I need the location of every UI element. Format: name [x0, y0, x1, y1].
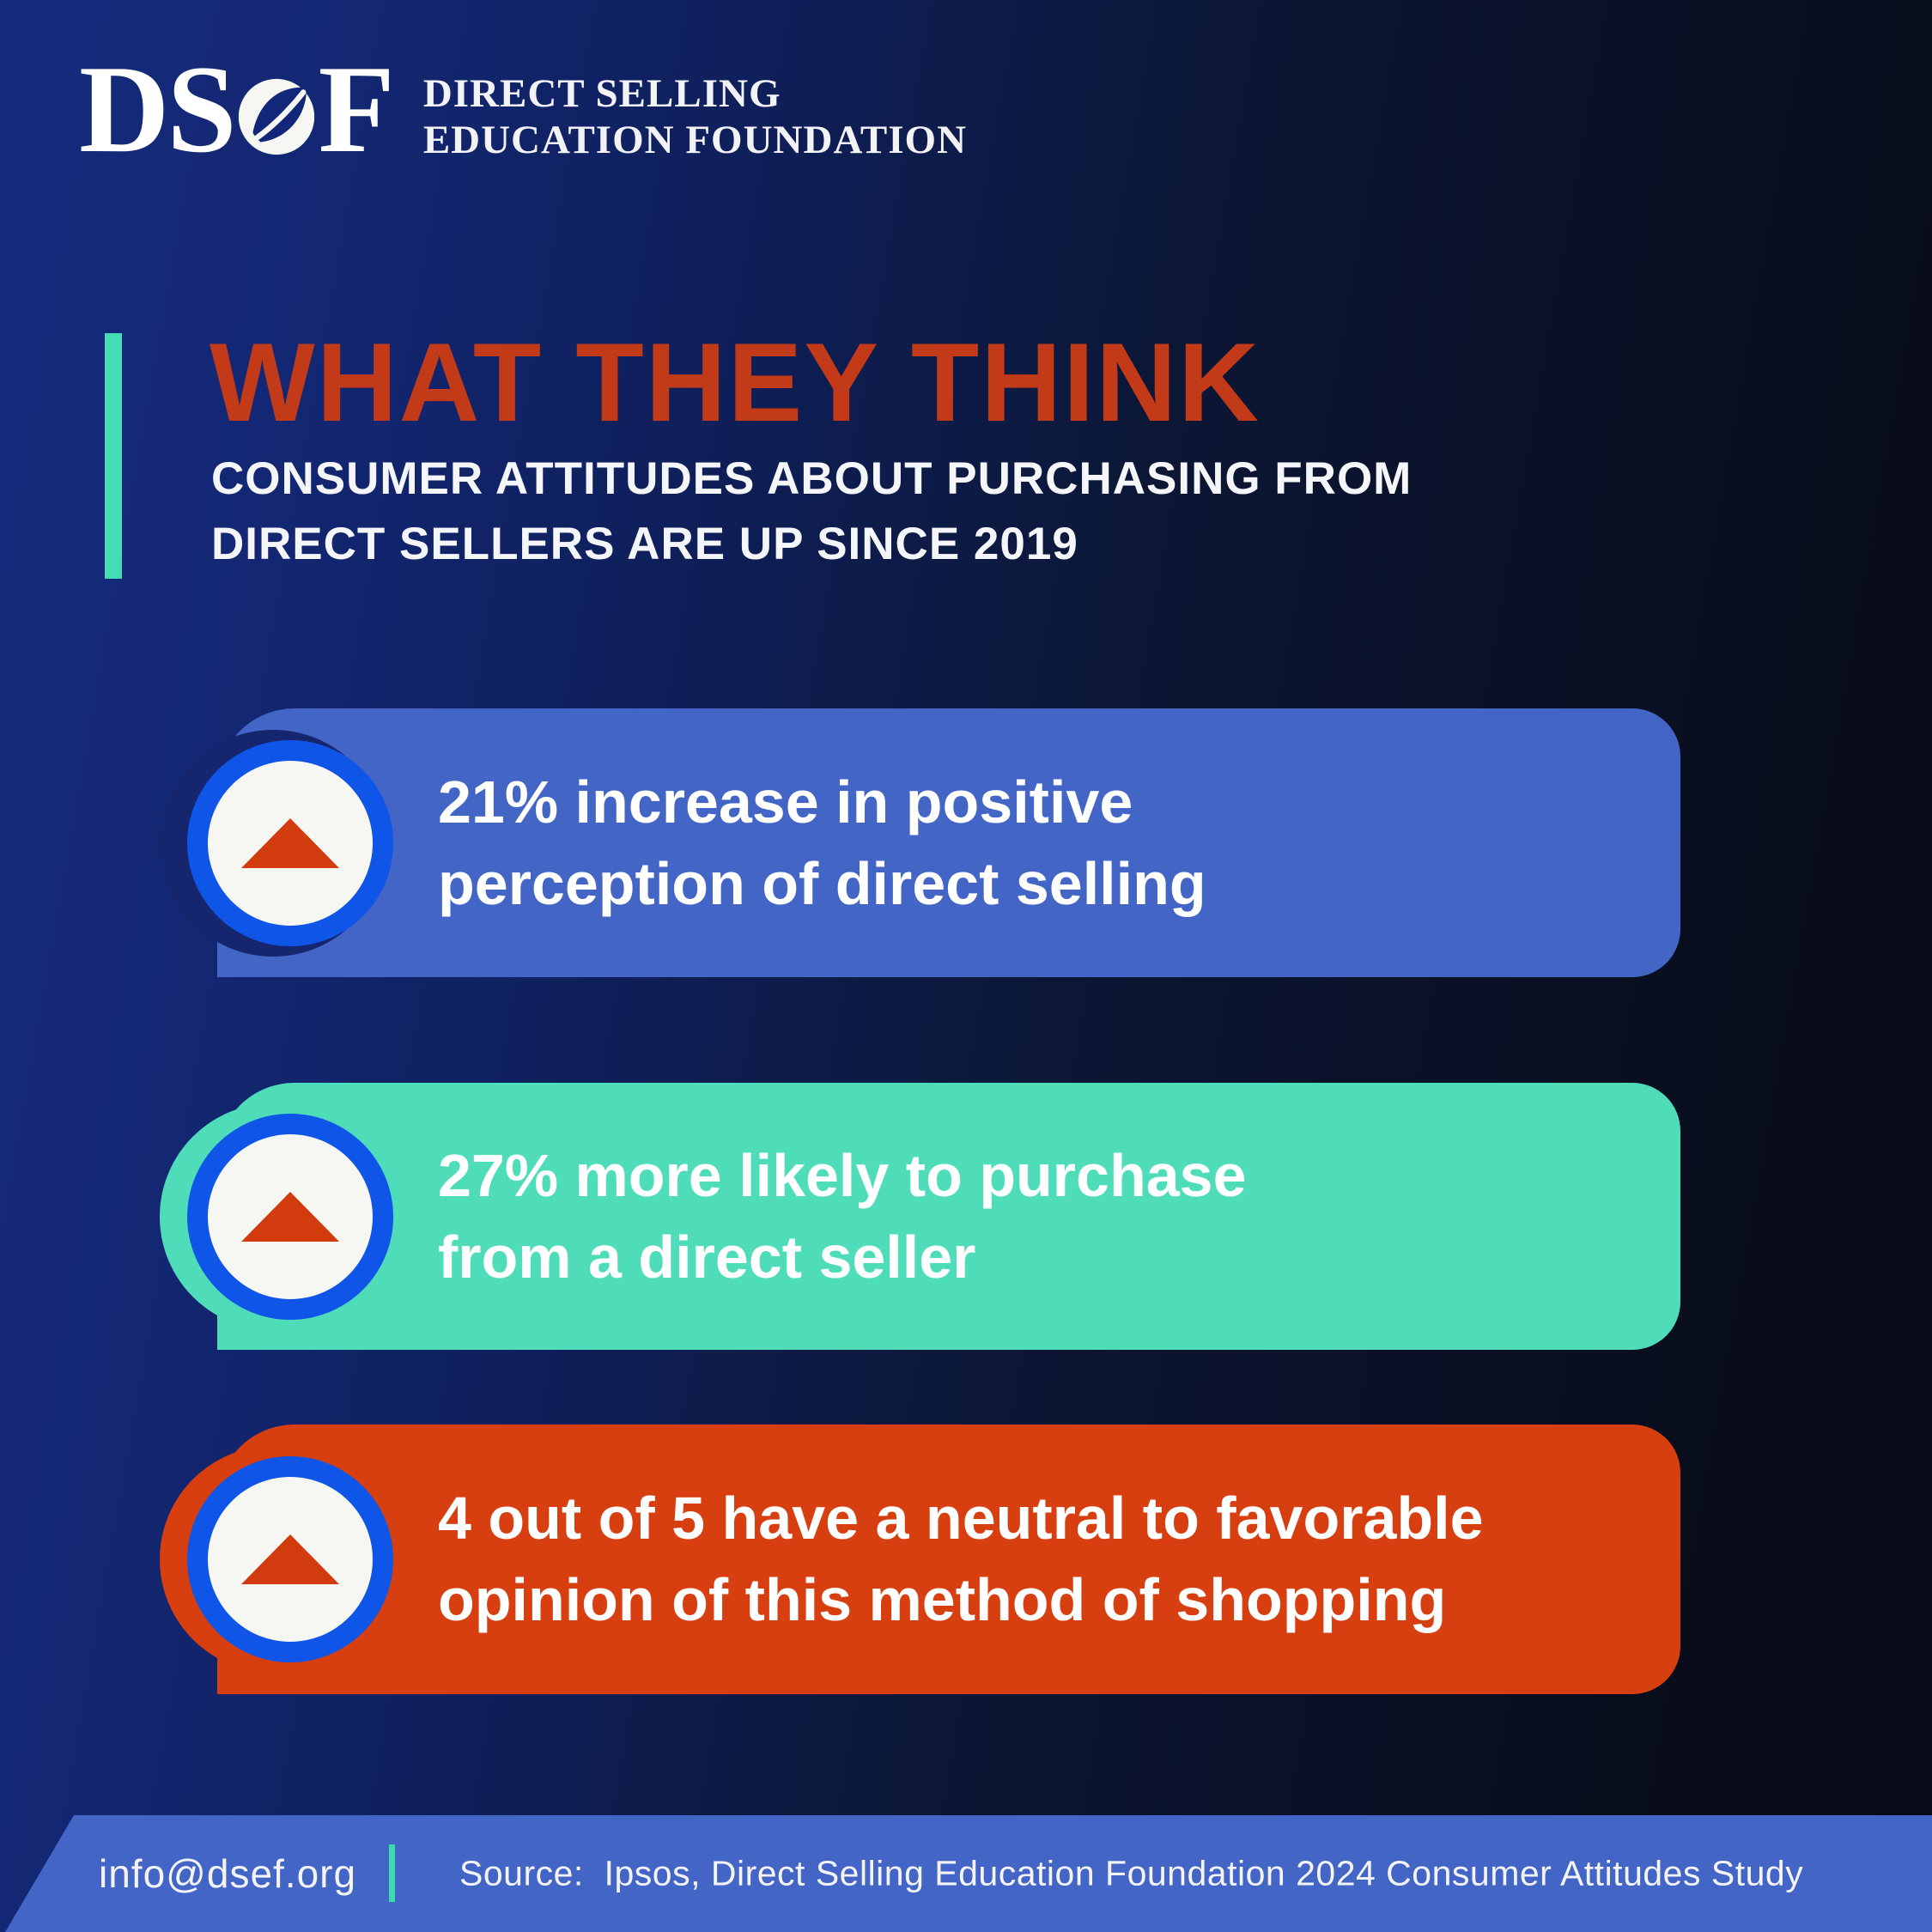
logo-acronym-prefix: DS: [79, 39, 237, 179]
stat-text-line1: 4 out of 5 have a neutral to favorable: [438, 1485, 1484, 1552]
stat-card-favorable-opinion: 4 out of 5 have a neutral to favorable o…: [160, 1425, 1680, 1694]
stat-text-line2: opinion of this method of shopping: [438, 1566, 1447, 1633]
page-subtitle-line2: DIRECT SELLERS ARE UP SINCE 2019: [211, 519, 1078, 569]
stat-badge-inner: [208, 760, 373, 926]
stat-text-line1: 27% more likely to purchase: [438, 1141, 1247, 1209]
org-name-line1: DIRECT SELLING: [422, 71, 781, 116]
stat-text-line2: from a direct seller: [438, 1223, 976, 1291]
stat-text: 21% increase in positive perception of d…: [438, 708, 1646, 977]
page-title: WHAT THEY THINK: [210, 319, 1261, 445]
footer-email: info@dsef.org: [99, 1851, 357, 1896]
stat-badge-inner: [208, 1477, 373, 1642]
page-subtitle: CONSUMER ATTITUDES ABOUT PURCHASING FROM…: [211, 447, 1412, 577]
page-subtitle-line1: CONSUMER ATTITUDES ABOUT PURCHASING FROM: [211, 453, 1413, 504]
dsef-leaf-icon: [237, 67, 316, 155]
title-accent-bar: [105, 333, 122, 579]
footer-divider: [389, 1844, 395, 1902]
logo-acronym-suffix: F: [318, 39, 395, 179]
source-text: Source: Ipsos, Direct Selling Education …: [459, 1853, 1804, 1893]
org-name-line2: EDUCATION FOUNDATION: [422, 118, 968, 162]
stat-badge-inner: [208, 1133, 373, 1299]
dsef-logotype: DS F: [79, 46, 395, 172]
up-arrow-icon: [241, 1534, 339, 1584]
stat-text: 27% more likely to purchase from a direc…: [438, 1083, 1646, 1350]
stat-text: 4 out of 5 have a neutral to favorable o…: [438, 1425, 1646, 1694]
stat-card-positive-perception: 21% increase in positive perception of d…: [160, 708, 1680, 977]
stat-text-line2: perception of direct selling: [438, 849, 1206, 917]
up-arrow-icon: [241, 817, 339, 868]
footer-band: info@dsef.org Source: Ipsos, Direct Sell…: [5, 1815, 1932, 1932]
up-arrow-icon: [241, 1191, 339, 1242]
org-name: DIRECT SELLING EDUCATION FOUNDATION: [423, 70, 967, 163]
brand-logo: DS F DIRECT SELLING EDUCATION FOUNDATION: [79, 46, 967, 172]
stat-text-line1: 21% increase in positive: [438, 768, 1133, 835]
stat-card-purchase-likelihood: 27% more likely to purchase from a direc…: [160, 1083, 1680, 1350]
